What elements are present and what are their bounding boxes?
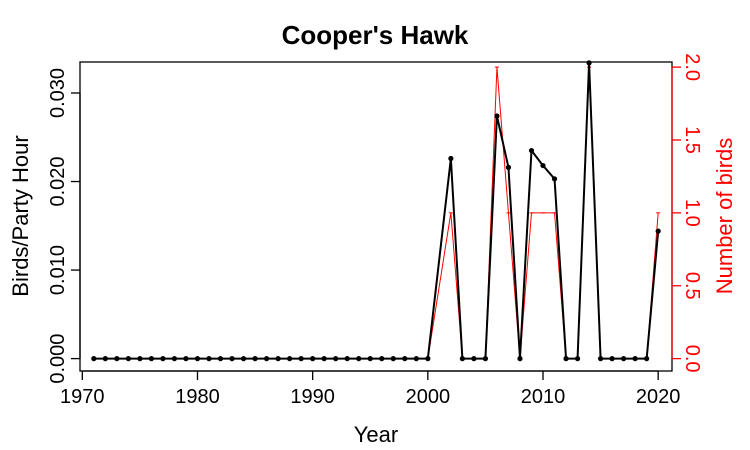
data-point <box>494 113 500 119</box>
data-point <box>644 356 650 362</box>
data-point <box>183 356 189 362</box>
data-point <box>217 356 224 362</box>
data-point <box>344 356 350 362</box>
data-point <box>448 155 454 162</box>
x-tick-label: 2000 <box>406 386 451 408</box>
data-point <box>551 176 558 182</box>
data-point <box>310 356 316 362</box>
data-point <box>321 356 327 362</box>
x-axis-label: Year <box>354 422 398 447</box>
y-tick-label: 0.020 <box>47 156 69 206</box>
series-layer <box>91 60 661 362</box>
data-point <box>367 356 373 362</box>
y2-tick-label: 2.0 <box>681 53 703 81</box>
data-point <box>459 356 465 362</box>
birds-per-party-hour-line <box>93 61 660 360</box>
data-point <box>597 356 604 362</box>
data-point <box>333 356 339 362</box>
y-axis-left: 0.000 0.010 0.020 0.030 <box>47 68 81 384</box>
y-axis-right: 0.0 0.5 1.0 1.5 2.0 <box>671 53 703 373</box>
y-axis-label: Birds/Party Hour <box>8 135 33 296</box>
data-point <box>379 356 385 362</box>
y2-axis-label: Number of birds <box>712 138 737 295</box>
data-point <box>574 356 581 362</box>
y2-tick-label: 0.5 <box>681 272 703 300</box>
data-point <box>528 147 535 154</box>
y2-tick-label: 1.5 <box>681 126 703 154</box>
x-tick-label: 2010 <box>521 386 566 408</box>
data-point <box>425 356 431 362</box>
data-point <box>298 356 304 362</box>
data-point <box>229 356 235 362</box>
data-point <box>240 356 247 362</box>
x-tick-label: 1990 <box>290 386 335 408</box>
data-point <box>125 356 131 362</box>
data-point <box>102 356 108 362</box>
number-of-birds-line <box>93 66 659 360</box>
data-point <box>413 356 419 362</box>
x-tick-label: 1980 <box>175 386 220 408</box>
y-tick-label: 0.010 <box>47 245 69 295</box>
data-point <box>91 356 97 362</box>
data-point <box>655 228 661 234</box>
y-tick-label: 0.030 <box>47 68 69 118</box>
data-point <box>171 356 178 362</box>
data-point <box>517 356 523 362</box>
data-point <box>263 356 270 362</box>
data-point <box>287 356 293 362</box>
data-point <box>609 356 615 362</box>
x-axis: 1970 1980 1990 2000 2010 2020 <box>60 370 681 408</box>
y-tick-label: 0.000 <box>47 334 69 384</box>
data-point <box>632 356 638 362</box>
data-point <box>206 356 212 362</box>
data-point <box>540 162 546 169</box>
data-point <box>563 356 569 362</box>
data-point <box>586 60 592 66</box>
data-point <box>356 356 362 362</box>
data-point <box>505 164 512 170</box>
y2-tick-label: 1.0 <box>681 199 703 227</box>
data-point <box>402 356 408 362</box>
data-point <box>114 356 120 362</box>
y2-tick-label: 0.0 <box>681 345 703 373</box>
data-point <box>160 356 166 362</box>
data-point <box>390 356 396 362</box>
data-point <box>194 356 201 362</box>
chart-title: Cooper's Hawk <box>282 20 469 50</box>
data-point <box>471 356 477 362</box>
data-point <box>252 356 258 362</box>
data-point <box>137 356 143 362</box>
data-point <box>482 356 489 362</box>
data-point <box>621 356 627 362</box>
data-point <box>275 356 281 362</box>
x-tick-label: 1970 <box>60 386 105 408</box>
data-point <box>148 356 155 362</box>
x-tick-label: 2020 <box>636 386 681 408</box>
